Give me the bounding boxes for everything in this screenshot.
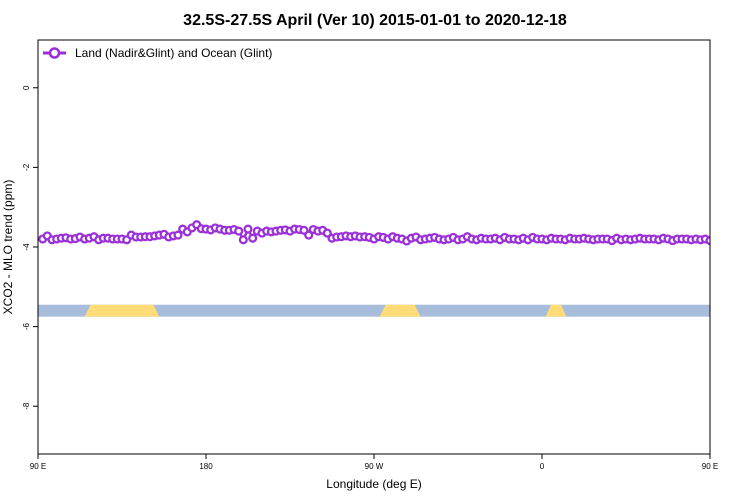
chart-title: 32.5S-27.5S April (Ver 10) 2015-01-01 to… <box>183 12 567 29</box>
x-tick-label: 90 W <box>365 462 384 471</box>
land-segment <box>712 305 750 317</box>
data-point <box>304 230 314 240</box>
x-tick-label: 180 <box>199 462 213 471</box>
ocean-band <box>38 304 710 317</box>
data-point <box>238 235 248 245</box>
plot-frame <box>37 39 711 455</box>
legend: Land (Nadir&Glint) and Ocean (Glint) <box>43 46 272 60</box>
series-group <box>38 220 710 246</box>
legend-marker <box>48 47 61 59</box>
y-axis-label: XCO2 - MLO trend (ppm) <box>1 180 15 315</box>
land-segment <box>379 304 421 317</box>
land-segment <box>84 304 160 317</box>
x-tick-label: 0 <box>540 462 545 471</box>
data-point <box>234 226 244 236</box>
x-axis-label: Longitude (deg E) <box>326 477 421 491</box>
data-point <box>243 224 253 234</box>
y-axis: 0 -2 -4 -6 -8 <box>22 85 38 410</box>
land-segment <box>545 304 567 317</box>
y-tick-label: 0 <box>22 85 31 90</box>
x-tick-label: 90 E <box>30 462 46 471</box>
y-tick-label: -2 <box>22 163 31 171</box>
x-tick-label: 90 E <box>702 462 718 471</box>
y-tick-label: -6 <box>22 323 31 331</box>
data-point <box>248 233 258 243</box>
surface-band <box>38 304 750 317</box>
y-tick-label: -8 <box>22 402 31 410</box>
x-axis: 90 E 180 90 W 0 90 E <box>30 454 718 471</box>
data-point <box>173 230 183 240</box>
legend-label: Land (Nadir&Glint) and Ocean (Glint) <box>75 46 272 60</box>
y-tick-label: -4 <box>22 243 31 251</box>
